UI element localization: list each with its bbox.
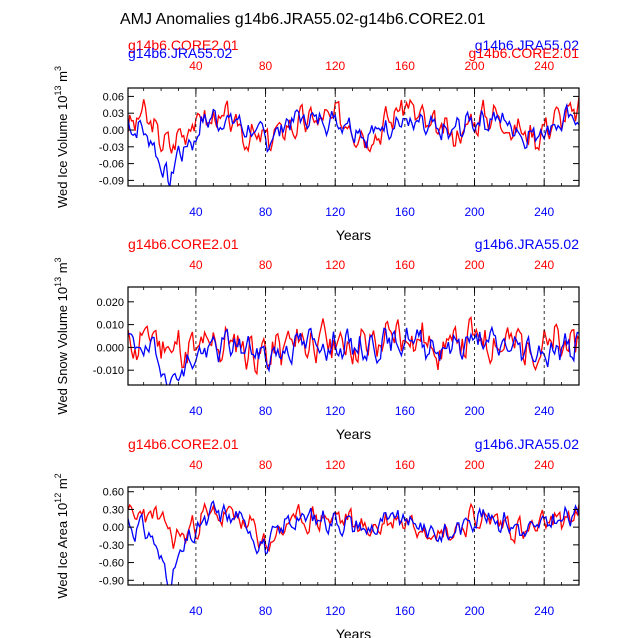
x-tick-label-top: 160 — [395, 458, 415, 472]
legend-jra-label: g14b6.JRA55.02 — [475, 436, 580, 452]
plot-frame — [127, 286, 580, 386]
x-tick-label-bottom: 200 — [465, 604, 485, 618]
x-tick-label-top: 120 — [325, 258, 345, 272]
series-jra-line — [128, 102, 579, 186]
x-axis-title: Years — [336, 626, 371, 638]
x-tick-label-top: 40 — [189, 59, 203, 73]
series-jra-line — [128, 325, 579, 385]
panel-ice-volume: g14b6.CORE2.01 g14b6.JRA55.02g14b6.JRA55.… — [53, 37, 580, 243]
x-tick-label-top: 240 — [534, 258, 554, 272]
x-axis-title: Years — [336, 227, 371, 243]
series-core-line — [128, 501, 579, 553]
y-tick-label: -0.06 — [99, 159, 124, 171]
x-tick-label-top: 120 — [325, 458, 345, 472]
x-tick-label-bottom: 200 — [465, 404, 485, 418]
x-tick-label-bottom: 120 — [325, 205, 345, 219]
x-tick-label-top: 40 — [189, 258, 203, 272]
x-tick-label-bottom: 160 — [395, 604, 415, 618]
plot-frame — [127, 486, 580, 586]
x-tick-label-bottom: 40 — [189, 205, 203, 219]
x-tick-label-top: 40 — [189, 458, 203, 472]
y-tick-label: -0.010 — [93, 365, 124, 377]
y-tick-label: 0.020 — [96, 297, 124, 309]
y-tick-label: -0.09 — [99, 175, 124, 187]
x-tick-label-top: 160 — [395, 258, 415, 272]
x-tick-label-top: 200 — [465, 458, 485, 472]
x-tick-label-top: 80 — [259, 258, 273, 272]
x-tick-label-top: 200 — [465, 59, 485, 73]
legend-core-label: g14b6.CORE2.01 — [128, 37, 239, 53]
x-tick-label-bottom: 240 — [534, 205, 554, 219]
x-tick-label-top: 200 — [465, 258, 485, 272]
x-tick-label-bottom: 240 — [534, 604, 554, 618]
y-tick-label: 0.000 — [96, 342, 124, 354]
x-tick-label-bottom: 240 — [534, 404, 554, 418]
x-tick-label-top: 160 — [395, 59, 415, 73]
y-tick-label: 0.06 — [103, 91, 124, 103]
x-tick-label-bottom: 80 — [259, 205, 273, 219]
y-axis-title: Wed Snow Volume 1013 m3 — [53, 257, 70, 414]
figure-title: AMJ Anomalies g14b6.JRA55.02-g14b6.CORE2… — [120, 11, 486, 28]
x-tick-label-top: 240 — [534, 59, 554, 73]
y-tick-label: 0.60 — [103, 487, 124, 499]
y-tick-label: 0.010 — [96, 320, 124, 332]
y-tick-label: -0.90 — [99, 575, 124, 587]
plot-frame — [127, 87, 580, 187]
series-core-line — [128, 316, 579, 376]
legend-jra-label: g14b6.JRA55.02 — [475, 37, 580, 53]
x-tick-label-bottom: 80 — [259, 404, 273, 418]
x-tick-label-bottom: 120 — [325, 404, 345, 418]
y-tick-label: 0.03 — [103, 108, 124, 120]
y-tick-label: -0.03 — [99, 142, 124, 154]
x-tick-label-bottom: 200 — [465, 205, 485, 219]
y-axis-title: Wed Ice Volume 1013 m3 — [53, 66, 70, 208]
x-tick-label-bottom: 160 — [395, 205, 415, 219]
x-tick-label-top: 80 — [259, 59, 273, 73]
legend-jra-label: g14b6.JRA55.02 — [475, 236, 580, 252]
panel-ice-area: g14b6.CORE2.01 g14b6.JRA55.02 40 40 80 80 120 1… — [53, 436, 580, 638]
y-tick-label: 0.00 — [103, 125, 124, 137]
y-tick-label: 0.00 — [103, 522, 124, 534]
y-tick-label: -0.30 — [99, 540, 124, 552]
legend-jra-overlay-label: g14b6.JRA55.02 — [128, 45, 233, 61]
panel-snow-volume: g14b6.CORE2.01 g14b6.JRA55.02 40 40 80 80 120 1… — [53, 236, 580, 442]
x-tick-label-top: 80 — [259, 458, 273, 472]
x-tick-label-bottom: 40 — [189, 604, 203, 618]
x-tick-label-bottom: 120 — [325, 604, 345, 618]
x-tick-label-bottom: 40 — [189, 404, 203, 418]
y-tick-label: -0.60 — [99, 558, 124, 570]
x-axis-title: Years — [336, 426, 371, 442]
legend-core-label: g14b6.CORE2.01 — [128, 236, 239, 252]
legend-core-label: g14b6.CORE2.01 — [128, 436, 239, 452]
x-tick-label-bottom: 80 — [259, 604, 273, 618]
y-axis-title: Wed Ice Area 1012 m2 — [53, 473, 70, 598]
x-tick-label-bottom: 160 — [395, 404, 415, 418]
y-tick-label: 0.30 — [103, 504, 124, 516]
series-jra-line — [128, 500, 579, 585]
x-tick-label-top: 240 — [534, 458, 554, 472]
legend-core-overlay-label: g14b6.CORE2.01 — [468, 45, 579, 61]
x-tick-label-top: 120 — [325, 59, 345, 73]
